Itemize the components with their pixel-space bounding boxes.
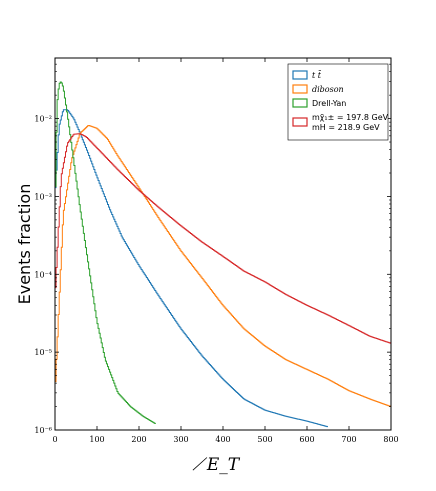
plot-area bbox=[55, 81, 391, 428]
x-tick-label-7: 700 bbox=[341, 435, 356, 444]
x-tick-label-2: 200 bbox=[131, 435, 146, 444]
legend-swatch-1 bbox=[292, 84, 308, 94]
y-tick-label-2: 10⁻⁴ bbox=[34, 270, 52, 279]
y-tick-label-3: 10⁻³ bbox=[34, 192, 52, 201]
series-line-2 bbox=[55, 81, 156, 425]
y-axis-label: Events fraction bbox=[15, 184, 34, 305]
series-line-3 bbox=[55, 133, 391, 344]
series-line-1 bbox=[55, 124, 391, 407]
legend-swatch-3 bbox=[292, 117, 308, 127]
x-tick-label-4: 400 bbox=[215, 435, 230, 444]
legend-label-3-1: mH = 218.9 GeV bbox=[312, 123, 380, 132]
y-tick-label-1: 10⁻⁵ bbox=[34, 348, 52, 357]
legend: t t̄ diboson Drell-Yan mχ̃₁± = 197.8 GeVmH … bbox=[287, 63, 389, 141]
axis-ticks: 0 100 200 300 400 500 600 700 800 10⁻⁶ 10⁻⁵ 10⁻⁴ 10⁻… bbox=[34, 57, 399, 444]
y-tick-label-4: 10⁻² bbox=[34, 115, 52, 124]
x-tick-label-3: 300 bbox=[173, 435, 188, 444]
legend-label-1: diboson bbox=[312, 85, 344, 94]
legend-swatch-0 bbox=[292, 70, 308, 80]
x-tick-label-5: 500 bbox=[257, 435, 272, 444]
x-tick-label-1: 100 bbox=[89, 435, 104, 444]
x-axis-label: ̸E_T bbox=[192, 455, 241, 475]
x-tick-label-0: 0 bbox=[52, 435, 57, 444]
y-tick-label-0: 10⁻⁶ bbox=[34, 426, 52, 435]
legend-label-3-0: mχ̃₁± = 197.8 GeV bbox=[312, 113, 389, 122]
legend-swatch-2 bbox=[292, 98, 308, 108]
legend-box bbox=[287, 63, 389, 141]
legend-label-0: t t̄ bbox=[312, 70, 322, 80]
x-tick-label-6: 600 bbox=[299, 435, 314, 444]
series-line-0 bbox=[55, 109, 328, 428]
x-tick-label-8: 800 bbox=[383, 435, 398, 444]
legend-label-2: Drell-Yan bbox=[312, 99, 346, 108]
